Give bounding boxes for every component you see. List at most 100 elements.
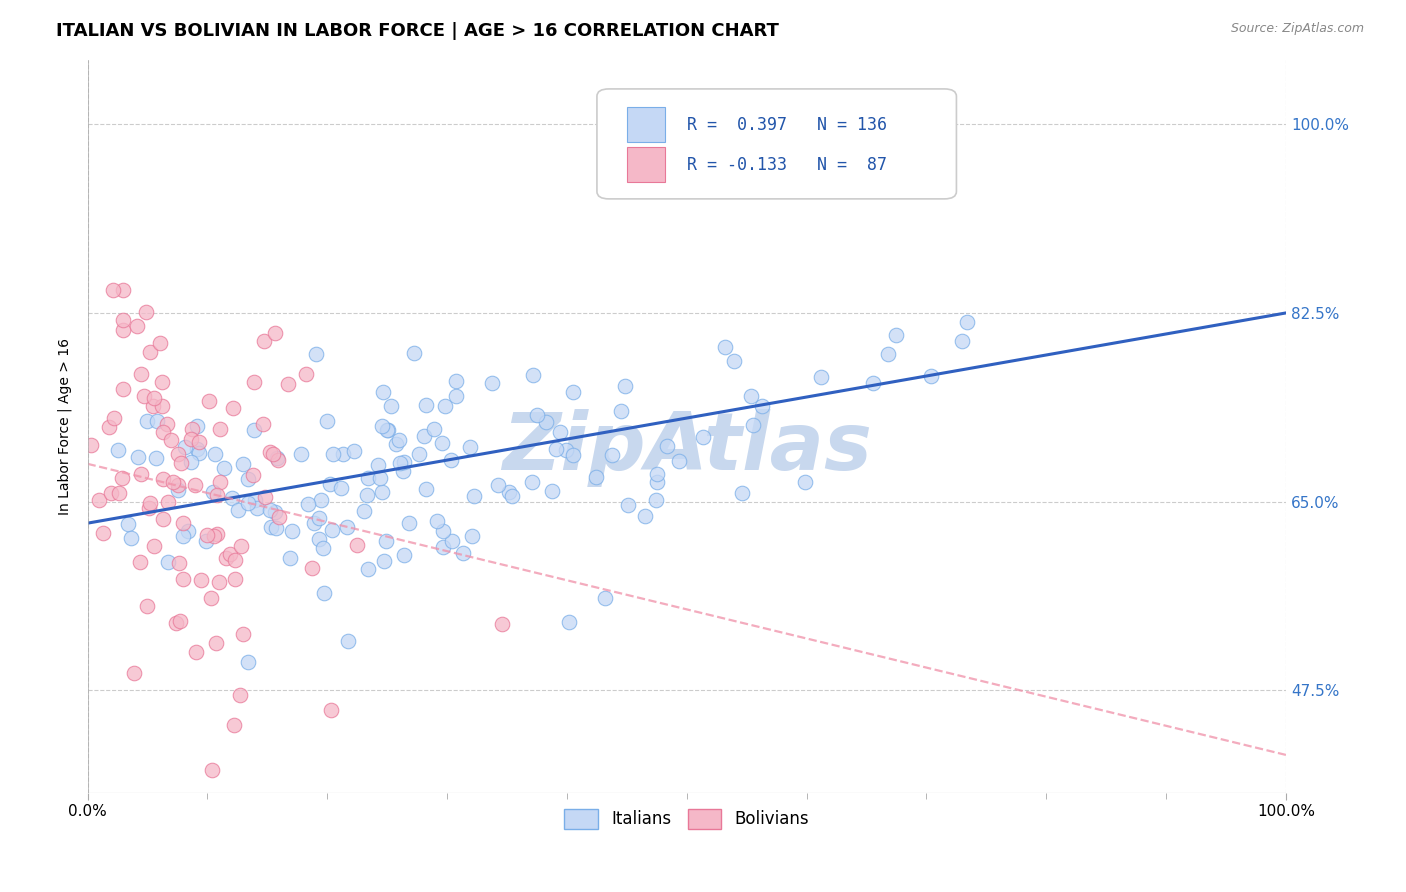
Point [246,500,269,515]
Point [194,533,217,548]
Point [209,421,232,435]
Legend: Italians, Bolivians: Italians, Bolivians [558,802,815,836]
Point [152,425,174,440]
Point [557,615,579,629]
Point [266,450,288,465]
Point [128,555,150,569]
Point [238,472,260,486]
Point [218,547,240,561]
Point [149,335,172,350]
Point [920,368,942,383]
Point [180,455,202,469]
Point [346,538,368,552]
Point [80,438,103,452]
Point [458,440,481,454]
Point [375,423,398,437]
Point [373,554,395,568]
Point [657,439,679,453]
Point [150,375,173,389]
Point [205,527,228,541]
Point [498,484,520,499]
FancyBboxPatch shape [598,89,956,199]
Point [264,326,287,341]
Point [136,599,159,613]
Point [188,435,211,450]
Point [208,575,231,590]
Point [441,534,464,549]
Point [555,442,578,457]
Point [170,456,193,470]
Point [353,504,375,518]
Point [644,492,666,507]
Point [259,502,281,516]
Point [139,496,162,510]
Text: Source: ZipAtlas.com: Source: ZipAtlas.com [1230,22,1364,36]
Point [714,340,737,354]
Point [486,478,509,492]
Point [877,346,900,360]
Point [184,477,207,491]
Point [262,447,284,461]
Point [319,477,342,491]
Point [152,472,174,486]
Point [135,304,157,318]
Point [152,512,174,526]
Point [159,433,181,447]
Point [336,634,359,648]
Point [87,492,110,507]
Point [956,315,979,329]
Point [371,385,394,400]
Point [221,491,243,505]
Point [388,456,411,470]
Point [731,486,754,500]
Point [384,437,406,451]
Point [215,551,238,566]
Point [520,475,543,489]
Point [321,523,343,537]
Point [201,485,224,500]
Point [322,447,344,461]
Point [609,404,631,418]
Point [156,417,179,431]
Point [356,562,378,576]
Point [259,445,281,459]
Point [546,442,568,456]
Point [422,422,444,436]
Point [415,483,437,497]
Point [950,334,973,348]
Point [312,541,335,555]
Point [91,525,114,540]
Point [751,399,773,413]
Point [180,422,202,436]
Point [356,488,378,502]
Point [101,283,124,297]
Point [111,284,134,298]
Point [392,455,415,469]
Point [645,475,668,489]
Point [252,417,274,432]
Y-axis label: In Labor Force | Age > 16: In Labor Force | Age > 16 [58,338,72,515]
Point [501,490,523,504]
Point [120,531,142,545]
Point [541,483,564,498]
Point [111,323,134,337]
Point [561,448,583,462]
Point [380,399,402,413]
Point [103,411,125,425]
Point [260,520,283,534]
Point [138,500,160,515]
Point [593,591,616,606]
Point [117,516,139,531]
Point [190,573,212,587]
Point [201,764,224,778]
Point [229,688,252,702]
Point [742,417,765,432]
Point [112,382,135,396]
Point [166,447,188,461]
Point [232,457,254,471]
Text: R =  0.397   N = 136: R = 0.397 N = 136 [686,116,887,134]
Point [209,475,232,489]
Point [343,443,366,458]
Point [600,448,623,462]
Point [886,327,908,342]
